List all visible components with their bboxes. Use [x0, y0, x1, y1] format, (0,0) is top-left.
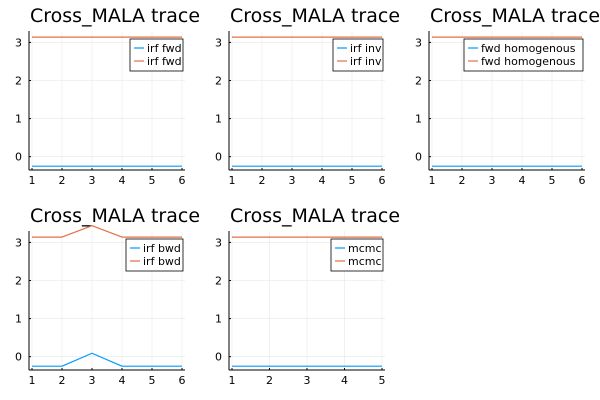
- x-tick-label: 1: [29, 174, 36, 187]
- y-tick-label: 2: [415, 75, 422, 88]
- x-tick-label: 3: [89, 374, 96, 387]
- x-tick-label: 4: [119, 374, 126, 387]
- legend-label: mcmc: [348, 255, 382, 268]
- x-tick-label: 3: [489, 174, 496, 187]
- x-tick-label: 1: [229, 374, 236, 387]
- legend-label: mcmc: [348, 242, 382, 255]
- chart-title: Cross_MALA trace: [230, 205, 400, 227]
- x-tick-label: 4: [519, 174, 526, 187]
- x-tick-label: 4: [119, 174, 126, 187]
- legend-label: irf fwd: [147, 55, 182, 68]
- y-tick-label: 0: [215, 151, 222, 164]
- x-tick-label: 1: [29, 374, 36, 387]
- y-tick-label: 3: [15, 36, 22, 49]
- legend-box: [330, 238, 384, 272]
- x-tick-label: 1: [429, 174, 436, 187]
- x-tick-label: 5: [549, 174, 556, 187]
- chart-title: Cross_MALA trace: [30, 5, 200, 27]
- x-tick-label: 2: [459, 174, 466, 187]
- y-tick-label: 3: [15, 236, 22, 249]
- legend-label: fwd homogenous: [481, 42, 576, 55]
- y-tick-label: 2: [15, 75, 22, 88]
- series-line-2: [32, 225, 182, 238]
- chart-title: Cross_MALA trace: [30, 205, 200, 227]
- chart-title: Cross_MALA trace: [230, 5, 400, 27]
- legend-label: irf bwd: [143, 242, 181, 255]
- legend-label: irf bwd: [143, 255, 181, 268]
- legend-label: irf fwd: [147, 42, 182, 55]
- y-tick-label: 1: [215, 113, 222, 126]
- y-tick-label: 2: [215, 75, 222, 88]
- x-tick-label: 6: [379, 174, 386, 187]
- y-tick-label: 3: [415, 36, 422, 49]
- x-tick-label: 5: [379, 374, 386, 387]
- y-tick-label: 1: [215, 313, 222, 326]
- x-tick-label: 6: [579, 174, 586, 187]
- x-tick-label: 6: [179, 374, 186, 387]
- x-tick-label: 3: [289, 174, 296, 187]
- y-tick-label: 0: [215, 351, 222, 364]
- legend-label: irf inv: [350, 55, 382, 68]
- x-tick-label: 6: [179, 174, 186, 187]
- x-tick-label: 5: [149, 174, 156, 187]
- y-tick-label: 1: [15, 313, 22, 326]
- x-tick-label: 4: [341, 374, 348, 387]
- legend-label: irf inv: [350, 42, 382, 55]
- y-tick-label: 0: [15, 351, 22, 364]
- y-tick-label: 1: [415, 113, 422, 126]
- x-tick-label: 2: [59, 174, 66, 187]
- x-tick-label: 1: [229, 174, 236, 187]
- x-tick-label: 5: [149, 374, 156, 387]
- x-tick-label: 5: [349, 174, 356, 187]
- y-tick-label: 0: [15, 151, 22, 164]
- legend-box: [129, 38, 184, 72]
- legend-box: [125, 238, 184, 272]
- x-tick-label: 2: [59, 374, 66, 387]
- y-tick-label: 2: [215, 275, 222, 288]
- x-tick-label: 2: [259, 174, 266, 187]
- y-tick-label: 3: [215, 36, 222, 49]
- legend-label: fwd homogenous: [481, 55, 576, 68]
- y-tick-label: 0: [415, 151, 422, 164]
- legend-box: [332, 38, 384, 72]
- chart-title: Cross_MALA trace: [430, 5, 600, 27]
- x-tick-label: 3: [304, 374, 311, 387]
- x-tick-label: 3: [89, 174, 96, 187]
- y-tick-label: 3: [215, 236, 222, 249]
- legend-box: [463, 38, 584, 72]
- x-tick-label: 2: [266, 374, 273, 387]
- y-tick-label: 1: [15, 113, 22, 126]
- x-tick-label: 4: [319, 174, 326, 187]
- y-tick-label: 2: [15, 275, 22, 288]
- series-line-1: [32, 352, 182, 367]
